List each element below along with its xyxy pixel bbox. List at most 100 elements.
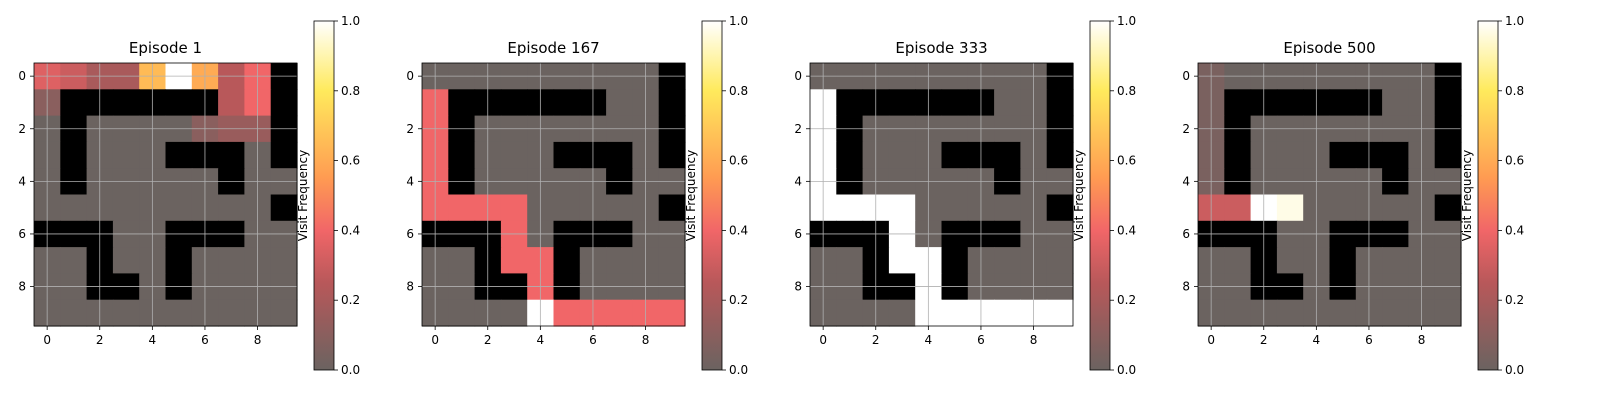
heatmap-cell: [994, 247, 1021, 274]
x-tick-label: 0: [431, 333, 439, 347]
heatmap-cell: [1224, 194, 1252, 222]
x-tick-label: 8: [1418, 333, 1426, 347]
heatmap-cell: [1434, 299, 1462, 327]
colorbar-tick-label: 0.6: [1117, 154, 1136, 168]
colorbar-tick-label: 0.4: [341, 223, 360, 237]
colorbar-tick-label: 0.2: [1505, 293, 1524, 307]
y-tick-label: 2: [406, 122, 414, 136]
x-tick-label: 6: [201, 333, 209, 347]
axes-frame: [421, 62, 686, 327]
wall-cell: [1046, 141, 1074, 169]
x-tick-label: 8: [1030, 333, 1038, 347]
colorbar-tick-label: 0.0: [1117, 363, 1136, 377]
heatmap-cell: [606, 247, 633, 274]
heatmap-cell: [1329, 299, 1357, 327]
colorbar-tick-label: 0.6: [1505, 154, 1524, 168]
heatmap-cell: [1382, 299, 1409, 327]
axes-frame: [33, 62, 298, 327]
heatmap-panel-4: 0 2 4 6 8 0 2 4 6 8 Episode 500 0.0 0.2 0.4 0.6 0.8 1.0 V…: [1182, 14, 1524, 377]
heatmap-cell: [218, 299, 245, 327]
wall-cell: [1224, 141, 1252, 169]
x-tick-label: 2: [484, 333, 492, 347]
wall-cell: [165, 141, 193, 169]
heatmap-cell: [658, 299, 686, 327]
heatmap-cell: [60, 299, 88, 327]
y-tick-label: 0: [406, 69, 414, 83]
wall-cell: [941, 141, 969, 169]
wall-cell: [1224, 89, 1252, 117]
heatmap-cell: [1382, 194, 1409, 222]
colorbar-tick-label: 1.0: [1117, 14, 1136, 28]
colorbar-tick-label: 0.0: [1505, 363, 1524, 377]
wall-cell: [553, 141, 581, 169]
heatmap-cell: [941, 194, 969, 222]
heatmap-cell: [888, 247, 916, 274]
colorbar-label: Visit Frequency: [1072, 150, 1086, 241]
colorbar-tick-label: 0.6: [341, 154, 360, 168]
x-tick-label: 6: [977, 333, 985, 347]
colorbar-tick-label: 0.4: [1117, 223, 1136, 237]
colorbar: [1089, 20, 1111, 371]
x-tick-label: 0: [43, 333, 51, 347]
wall-cell: [1434, 141, 1462, 169]
wall-cell: [553, 89, 581, 117]
heatmap-cell: [500, 247, 528, 274]
heatmap-cell: [448, 247, 476, 274]
colorbar-label: Visit Frequency: [684, 150, 698, 241]
colorbar: [701, 20, 723, 371]
colorbar-tick-label: 0.2: [729, 293, 748, 307]
y-tick-label: 0: [794, 69, 802, 83]
x-tick-label: 6: [1365, 333, 1373, 347]
heatmap-cell: [1329, 194, 1357, 222]
y-tick-label: 4: [18, 174, 26, 188]
wall-cell: [112, 89, 140, 117]
wall-cell: [1329, 141, 1357, 169]
heatmap-cell: [112, 141, 140, 169]
heatmap-cell: [1276, 299, 1304, 327]
heatmap-cell: [658, 247, 686, 274]
colorbar-tick-label: 1.0: [341, 14, 360, 28]
wall-cell: [60, 89, 88, 117]
wall-cell: [1434, 89, 1462, 117]
colorbar-tick-label: 0.8: [341, 84, 360, 98]
chart-title: Episode 500: [1283, 39, 1375, 57]
wall-cell: [836, 141, 864, 169]
colorbar-tick-label: 0.2: [1117, 293, 1136, 307]
x-tick-label: 6: [589, 333, 597, 347]
heatmap-cell: [888, 194, 916, 222]
heatmap-cell: [941, 299, 969, 327]
wall-cell: [1329, 247, 1357, 274]
colorbar-tick-label: 1.0: [729, 14, 748, 28]
heatmap-cell: [270, 247, 298, 274]
colorbar-tick-label: 0.8: [1117, 84, 1136, 98]
heatmap-cell: [112, 194, 140, 222]
wall-cell: [270, 141, 298, 169]
heatmap-cell: [553, 299, 581, 327]
wall-cell: [1329, 89, 1357, 117]
heatmap-cell: [165, 299, 193, 327]
heatmap-cell: [1276, 141, 1304, 169]
heatmap-cell: [218, 194, 245, 222]
heatmap-cell: [836, 247, 864, 274]
colorbar-tick-label: 0.4: [1505, 223, 1524, 237]
colorbar-tick-label: 0.0: [729, 363, 748, 377]
heatmap-cell: [1382, 247, 1409, 274]
heatmap-cell: [500, 299, 528, 327]
heatmap-cell: [606, 194, 633, 222]
wall-cell: [888, 89, 916, 117]
y-tick-label: 4: [794, 174, 802, 188]
colorbar: [313, 20, 335, 371]
x-tick-label: 2: [872, 333, 880, 347]
wall-cell: [1046, 194, 1074, 222]
heatmap-cell: [888, 299, 916, 327]
heatmap-panel-1: 0 2 4 6 8 0 2 4 6 8 Episode 1 0.0 0.2 0.4 0.6 0.8 1.0 Vis…: [18, 14, 360, 377]
heatmap-cell: [1224, 299, 1252, 327]
x-tick-label: 4: [149, 333, 157, 347]
colorbar-tick-label: 0.4: [729, 223, 748, 237]
heatmap-cell: [218, 89, 245, 117]
y-tick-label: 4: [406, 174, 414, 188]
colorbar-label: Visit Frequency: [1460, 150, 1474, 241]
y-tick-label: 4: [1182, 174, 1190, 188]
wall-cell: [658, 194, 686, 222]
